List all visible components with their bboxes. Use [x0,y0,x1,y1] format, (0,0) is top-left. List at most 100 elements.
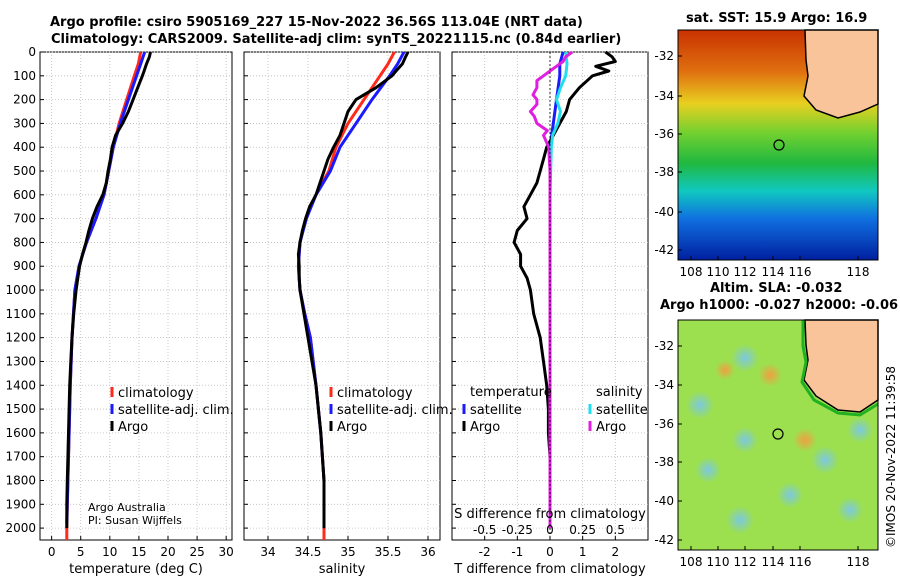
legend-heading-temperature: temperature [470,385,552,400]
y-tick-label: 2000 [5,521,36,535]
sst-lon-tick: 108 [680,265,703,279]
x-tick-label: 30 [219,545,234,559]
sla-lon-tick: 110 [707,555,730,569]
legend-label: climatology [118,386,194,401]
legend-label: satellite-adj. clim. [118,403,234,418]
y-tick-label: 0 [28,45,36,59]
legend-label: satellite [596,403,648,418]
sst-lon-tick: 116 [789,265,812,279]
x-tick-label: 25 [189,545,204,559]
y-tick-label: 1300 [5,354,36,368]
sla-lon-tick: 116 [789,555,812,569]
y-tick-label: 500 [13,164,36,178]
y-tick-label: 400 [13,140,36,154]
y-tick-label: 1600 [5,426,36,440]
legend-label: climatology [337,386,413,401]
x2-tick-label: -0.25 [502,523,533,537]
footnote-org: Argo Australia [88,501,166,514]
x-tick-label: 35.5 [375,545,402,559]
sla-lat-tick: -34 [654,378,674,392]
x-tick-label: -2 [479,545,491,559]
x-tick-label: 20 [160,545,175,559]
x2-tick-label: 0.25 [569,523,596,537]
salinity-panel: 34 34.5 35 35.5 36 salinity climatology satelli… [243,51,453,577]
x-tick-label: 34.5 [295,545,322,559]
sst-lon-tick: 112 [734,265,757,279]
sla-lat-tick: -40 [654,494,674,508]
x2-tick-label: -0.5 [473,523,496,537]
y-tick-label: 1200 [5,331,36,345]
imos-watermark: ©IMOS 20-Nov-2022 11:39:58 [884,365,898,548]
x-tick-label: 1 [579,545,587,559]
x-axis-label: T difference from climatology [453,562,646,577]
legend-label: Argo [118,420,148,435]
series-line-argo [296,51,410,529]
legend-label: satellite [470,403,522,418]
x-tick-label: 36 [420,545,435,559]
x2-axis-label: S difference from climatology [454,507,646,522]
plot-area [39,51,233,541]
x-axis-label: temperature (deg C) [69,562,203,577]
sla-lon-tick: 108 [680,555,703,569]
x2-tick-label: 0.5 [606,523,625,537]
sla-lon-tick: 114 [762,555,785,569]
legend-label: Argo [470,420,500,435]
sla-lon-tick: 112 [734,555,757,569]
series-line-argo [65,51,152,529]
legend-heading-salinity: salinity [596,385,643,400]
sst-lat-tick: -36 [654,127,674,141]
difference-panel: -2 -1 0 1 2 T difference from climatology temp… [451,50,649,577]
x-tick-label: 15 [131,545,146,559]
sla-map [677,319,879,551]
x-tick-label: 10 [102,545,117,559]
y-tick-label: 900 [13,259,36,273]
y-tick-label: 1400 [5,378,36,392]
legend-label: Argo [596,420,626,435]
header-title-line1: Argo profile: csiro 5905169_227 15-Nov-2… [50,15,583,30]
sla-map-title: Altim. SLA: -0.032 [710,281,843,296]
y-tick-label: 1100 [5,307,36,321]
y-tick-label: 1500 [5,402,36,416]
sla-map-subtitle: Argo h1000: -0.027 h2000: -0.06 [660,298,899,313]
sst-float-marker [773,139,785,151]
x-tick-label: 35 [340,545,355,559]
sst-map [677,29,879,261]
x-tick-label: 0 [546,545,554,559]
sst-lat-tick: -40 [654,205,674,219]
y-tick-label: 300 [13,116,36,130]
y-tick-label: 1900 [5,497,36,511]
sla-lat-tick: -36 [654,417,674,431]
sst-lat-tick: -38 [654,165,674,179]
x-tick-label: 0 [48,545,56,559]
legend-label: satellite-adj. clim. [337,403,453,418]
y-tick-label: 700 [13,212,36,226]
sst-lat-tick: -34 [654,89,674,103]
temperature-panel: 0 5 10 15 20 25 300100200300400500600700800900… [5,45,233,577]
x2-tick-label: 0 [546,523,554,537]
x-axis-label: salinity [319,562,366,577]
sst-lon-tick: 114 [762,265,785,279]
legend-label: Argo [337,420,367,435]
y-tick-label: 100 [13,69,36,83]
footnote-pi: PI: Susan Wijffels [88,514,182,527]
y-tick-label: 1800 [5,473,36,487]
y-tick-label: 1000 [5,283,36,297]
sla-lat-tick: -38 [654,455,674,469]
sla-lon-tick: 118 [847,555,870,569]
sst-lat-tick: -42 [654,243,674,257]
sst-map-title: sat. SST: 15.9 Argo: 16.9 [686,11,868,26]
x-tick-label: 34 [260,545,275,559]
map-axes: -32 -32 -34 -34 -36 -36 -38 -38 -40 -40 -42 -42 108 1… [654,49,869,569]
y-tick-label: 600 [13,188,36,202]
y-tick-label: 200 [13,93,36,107]
sla-lat-tick: -32 [654,339,674,353]
series-line-t-argo [512,50,617,529]
y-tick-label: 800 [13,235,36,249]
sst-lat-tick: -32 [654,49,674,63]
sst-lon-tick: 118 [847,265,870,279]
sst-lon-tick: 110 [707,265,730,279]
y-tick-label: 1700 [5,450,36,464]
x-tick-label: 2 [612,545,620,559]
sst-land [803,29,879,119]
